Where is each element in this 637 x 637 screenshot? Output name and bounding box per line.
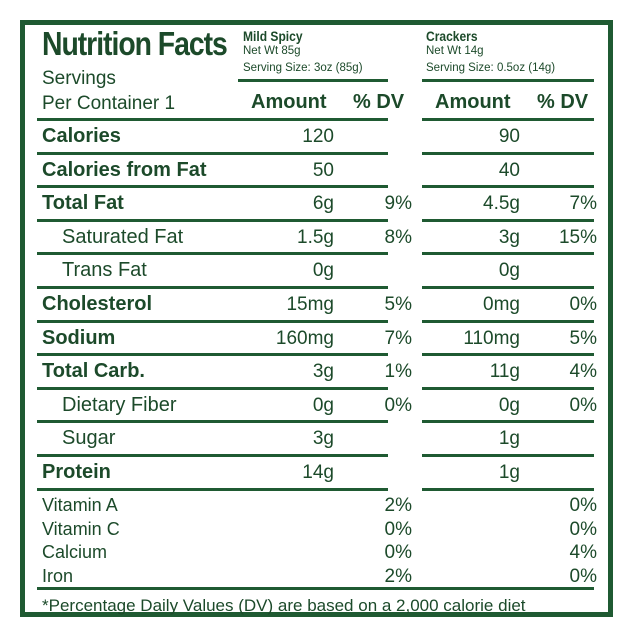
amount-cell: 1.5g (297, 226, 334, 248)
amount-cell: 11g (489, 361, 520, 383)
vitamin-dv-cell: 0% (384, 518, 412, 540)
dv-cell: 5% (569, 327, 597, 349)
amount-cell: 3g (312, 428, 334, 450)
vitamin-dv-cell: 2% (384, 565, 412, 587)
product-1-name: Mild Spicy (243, 28, 303, 44)
row-divider (422, 353, 594, 357)
amount-cell: 0g (498, 394, 520, 416)
product-2-serving-size: Serving Size: 0.5oz (14g) (426, 62, 556, 74)
footnote: *Percentage Daily Values (DV) are based … (42, 596, 526, 615)
dv-cell: 8% (384, 226, 412, 248)
dv-cell: 4% (569, 361, 597, 383)
nutrition-title: Nutrition Facts (42, 25, 228, 62)
dv-cell: 9% (384, 193, 412, 215)
nutrient-label: Calories (42, 125, 121, 147)
dv-cell: 7% (384, 327, 412, 349)
amount-header-1: Amount (251, 91, 327, 113)
vitamin-label: Iron (42, 565, 74, 586)
amount-cell: 160mg (275, 327, 334, 349)
amount-cell: 50 (312, 159, 334, 181)
nutrient-label: Trans Fat (62, 259, 147, 282)
row-divider (37, 185, 388, 189)
nutrient-label: Sugar (62, 427, 116, 450)
amount-cell: 3g (498, 226, 520, 248)
row-divider (37, 487, 388, 491)
nutrient-label: Dietary Fiber (62, 393, 177, 416)
amount-cell: 40 (498, 159, 520, 181)
vitamin-dv-cell: 2% (384, 495, 412, 516)
dv-cell: 15% (558, 226, 597, 248)
nutrient-label: Sodium (42, 326, 116, 349)
nutrient-label: Cholesterol (42, 293, 153, 315)
dv-cell: 0% (384, 394, 412, 416)
dv-header-1: % DV (353, 91, 405, 113)
dv-cell: 0% (569, 294, 597, 315)
header-rule-1 (238, 79, 388, 82)
vitamin-dv-cell: 0% (384, 542, 412, 563)
nutrient-label: Total Fat (42, 192, 124, 215)
nutrient-label: Calories from Fat (42, 158, 207, 181)
servings-label: Servings (42, 68, 116, 89)
nutrition-facts-panel: Nutrition Facts Mild Spicy Net Wt 85g Se… (20, 20, 613, 617)
row-divider (37, 252, 388, 256)
vitamin-label: Vitamin C (42, 518, 120, 539)
row-divider (422, 420, 594, 424)
vitamin-dv-cell: 0% (569, 518, 597, 540)
servings-per-container: Per Container 1 (42, 93, 176, 114)
product-1-serving-size: Serving Size: 3oz (85g) (243, 62, 363, 74)
row-divider (37, 454, 388, 457)
amount-cell: 120 (302, 126, 334, 147)
row-divider (37, 386, 388, 390)
row-divider (37, 420, 388, 424)
row-divider (37, 218, 388, 222)
dv-header-2: % DV (537, 91, 589, 113)
row-divider (422, 252, 594, 256)
dv-cell: 0% (569, 394, 597, 416)
amount-cell: 15mg (286, 294, 334, 315)
nutrient-label: Protein (42, 461, 111, 483)
amount-header-2: Amount (435, 91, 511, 113)
row-divider (422, 118, 594, 121)
vitamin-label: Calcium (42, 542, 108, 562)
vitamin-dv-cell: 0% (569, 495, 597, 516)
amount-cell: 1g (498, 462, 520, 483)
product-2-net-wt: Net Wt 14g (426, 45, 484, 57)
row-divider (37, 353, 388, 357)
row-divider (422, 386, 594, 390)
amount-cell: 14g (302, 462, 334, 483)
amount-cell: 3g (312, 361, 334, 383)
amount-cell: 0g (498, 260, 520, 282)
row-divider (37, 286, 388, 289)
row-divider (422, 487, 594, 491)
row-divider (422, 185, 594, 189)
product-2-name: Crackers (426, 28, 478, 44)
dv-cell: 7% (569, 193, 597, 215)
header-rule-2 (422, 79, 594, 82)
vitamin-label: Vitamin A (42, 495, 118, 515)
dv-cell: 1% (384, 361, 412, 383)
product-1-net-wt: Net Wt 85g (243, 45, 301, 57)
amount-cell: 110mg (463, 327, 520, 349)
amount-cell: 4.5g (483, 193, 520, 215)
row-divider (422, 319, 594, 323)
row-divider (37, 319, 388, 323)
nutrient-label: Saturated Fat (62, 225, 184, 248)
vitamin-dv-cell: 0% (569, 565, 597, 587)
row-divider (37, 151, 388, 155)
amount-cell: 90 (498, 126, 520, 147)
row-divider (422, 286, 594, 289)
row-divider (422, 218, 594, 222)
vitamin-dv-cell: 4% (569, 542, 597, 563)
dv-cell: 5% (384, 294, 412, 315)
amount-cell: 6g (312, 193, 334, 215)
amount-cell: 0g (312, 260, 334, 282)
row-divider (422, 151, 594, 155)
row-divider (37, 118, 388, 121)
amount-cell: 0mg (483, 294, 520, 315)
amount-cell: 1g (498, 428, 520, 450)
row-divider (422, 454, 594, 457)
footnote-rule (37, 587, 594, 590)
amount-cell: 0g (312, 394, 334, 416)
nutrient-label: Total Carb. (42, 360, 145, 383)
